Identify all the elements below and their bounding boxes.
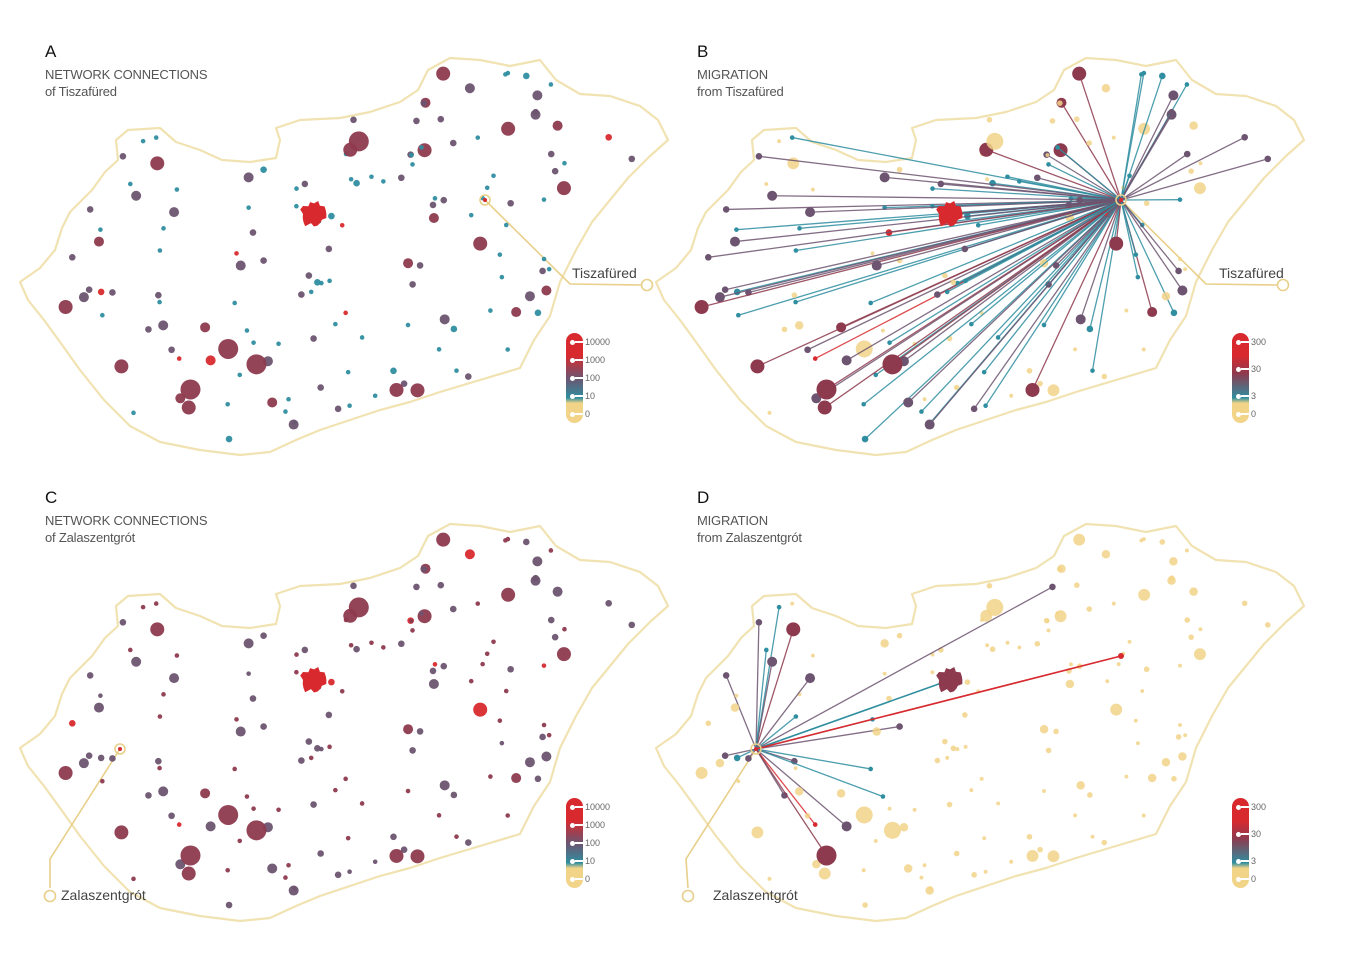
map-hungary-a: [18, 56, 670, 457]
legend-item: 10: [570, 391, 595, 401]
panel-title: NETWORK CONNECTIONS of Tiszafüred: [45, 67, 208, 99]
legend-item: 10000: [570, 337, 610, 347]
callout-label-zalaszentgrot: Zalaszentgrót: [713, 887, 798, 903]
callout-label-tiszafured: Tiszafüred: [572, 265, 637, 281]
legend: 300 30 3 0: [1232, 333, 1292, 423]
legend: 10000 1000 100 10 0: [566, 798, 626, 888]
legend-marker-icon: [1236, 876, 1241, 882]
legend-marker-icon: [570, 822, 575, 828]
legend-color-bar: [1232, 333, 1249, 423]
panel-title: MIGRATION from Tiszafüred: [697, 67, 784, 99]
panel-title: MIGRATION from Zalaszentgrót: [697, 513, 802, 545]
panel-d: D MIGRATION from Zalaszentgrót Zalaszent…: [650, 466, 1324, 936]
legend-marker-icon: [570, 339, 575, 345]
callout-label-zalaszentgrot: Zalaszentgrót: [61, 887, 146, 903]
legend-marker-icon: [1236, 393, 1241, 399]
legend-marker-icon: [1236, 831, 1241, 837]
legend-item: 100: [570, 838, 600, 848]
legend-item: 300: [1236, 802, 1266, 812]
legend-color-bar: [1232, 798, 1249, 888]
legend-marker-icon: [570, 804, 575, 810]
legend-marker-icon: [570, 840, 575, 846]
legend-marker-icon: [570, 393, 575, 399]
map-hungary-d: [654, 522, 1306, 923]
legend-marker-icon: [1236, 339, 1241, 345]
legend-item: 3: [1236, 856, 1256, 866]
map-hungary-b: [654, 56, 1306, 457]
panel-c: C NETWORK CONNECTIONS of Zalaszentgrót Z…: [0, 466, 674, 936]
legend-marker-icon: [570, 375, 575, 381]
callout-label-tiszafured: Tiszafüred: [1219, 265, 1284, 281]
panel-a: A NETWORK CONNECTIONS of Tiszafüred Tisz…: [0, 0, 674, 470]
legend-marker-icon: [570, 357, 575, 363]
legend: 300 30 3 0: [1232, 798, 1292, 888]
legend-item: 0: [570, 409, 590, 419]
legend-marker-icon: [1236, 366, 1241, 372]
panel-title: NETWORK CONNECTIONS of Zalaszentgrót: [45, 513, 208, 545]
legend-item: 0: [1236, 874, 1256, 884]
panel-letter: D: [697, 488, 710, 507]
legend-marker-icon: [570, 876, 575, 882]
panel-letter: B: [697, 42, 709, 61]
legend-item: 100: [570, 373, 600, 383]
panel-b: B MIGRATION from Tiszafüred Tiszafüred 3…: [650, 0, 1324, 470]
legend: 10000 1000 100 10 0: [566, 333, 626, 423]
legend-item: 1000: [570, 820, 605, 830]
legend-item: 0: [1236, 409, 1256, 419]
legend-item: 0: [570, 874, 590, 884]
legend-item: 10000: [570, 802, 610, 812]
legend-item: 10: [570, 856, 595, 866]
panel-letter: A: [45, 42, 57, 61]
legend-item: 30: [1236, 829, 1261, 839]
legend-marker-icon: [570, 858, 575, 864]
legend-marker-icon: [1236, 858, 1241, 864]
legend-marker-icon: [1236, 804, 1241, 810]
legend-item: 1000: [570, 355, 605, 365]
legend-item: 300: [1236, 337, 1266, 347]
legend-item: 30: [1236, 364, 1261, 374]
legend-item: 3: [1236, 391, 1256, 401]
map-hungary-c: [18, 522, 670, 923]
panel-letter: C: [45, 488, 58, 507]
legend-marker-icon: [1236, 411, 1241, 417]
legend-marker-icon: [570, 411, 575, 417]
